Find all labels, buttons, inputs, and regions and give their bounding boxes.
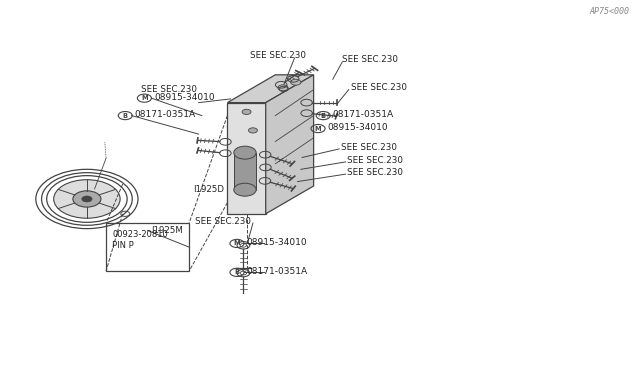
Text: SEE SEC.230: SEE SEC.230 <box>195 217 252 226</box>
Circle shape <box>248 128 257 133</box>
Text: M: M <box>315 126 321 132</box>
Bar <box>234 153 256 190</box>
Text: 08171-0351A: 08171-0351A <box>135 110 196 119</box>
Bar <box>106 223 189 271</box>
Text: 00923-20810: 00923-20810 <box>113 231 168 240</box>
Circle shape <box>291 79 301 85</box>
Text: 08171-0351A: 08171-0351A <box>246 267 308 276</box>
Text: 08915-34010: 08915-34010 <box>328 123 388 132</box>
Text: 08915-34010: 08915-34010 <box>246 238 307 247</box>
Text: B: B <box>321 113 326 119</box>
Text: B: B <box>234 269 239 275</box>
Text: 08915-34010: 08915-34010 <box>154 93 214 102</box>
Text: SEE SEC.230: SEE SEC.230 <box>348 168 403 177</box>
Polygon shape <box>227 75 314 103</box>
Text: M: M <box>234 240 240 246</box>
Text: I1925D: I1925D <box>193 185 224 194</box>
Text: I1925M: I1925M <box>151 226 182 235</box>
Text: SEE SEC.230: SEE SEC.230 <box>250 51 306 60</box>
Text: SEE SEC.230: SEE SEC.230 <box>341 143 397 152</box>
Circle shape <box>234 183 256 196</box>
Polygon shape <box>266 75 314 214</box>
Text: AP75<000: AP75<000 <box>589 7 630 16</box>
Circle shape <box>278 85 288 91</box>
Text: SEE SEC.230: SEE SEC.230 <box>342 55 398 64</box>
Circle shape <box>73 191 101 207</box>
Text: PIN P: PIN P <box>113 241 134 250</box>
Polygon shape <box>227 103 266 214</box>
Text: SEE SEC.230: SEE SEC.230 <box>141 85 197 94</box>
Text: B: B <box>123 113 128 119</box>
Text: M: M <box>141 95 148 101</box>
Text: SEE SEC.230: SEE SEC.230 <box>348 156 403 165</box>
Circle shape <box>234 146 256 159</box>
Circle shape <box>242 109 251 115</box>
Text: 08171-0351A: 08171-0351A <box>333 110 394 119</box>
Circle shape <box>82 196 92 202</box>
Circle shape <box>54 180 120 218</box>
Text: SEE SEC.230: SEE SEC.230 <box>351 83 406 92</box>
